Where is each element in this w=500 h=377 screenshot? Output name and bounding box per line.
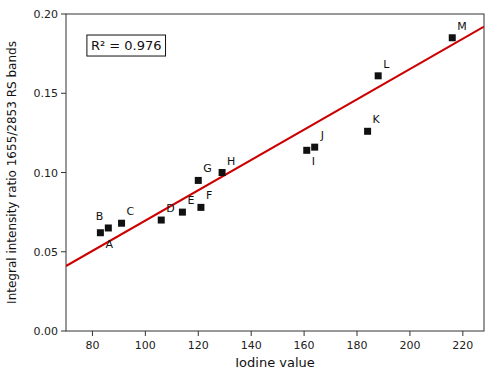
y-tick-label: 0.10 bbox=[34, 167, 59, 180]
point-label: M bbox=[457, 20, 467, 33]
point bbox=[118, 220, 125, 227]
x-tick-label: 220 bbox=[452, 339, 473, 352]
plot-frame bbox=[66, 14, 484, 331]
point bbox=[303, 147, 310, 154]
y-tick bbox=[61, 93, 66, 94]
point-label: I bbox=[312, 155, 315, 168]
point bbox=[449, 34, 456, 41]
point bbox=[197, 204, 204, 211]
chart: 80 100 120 140 160 180 200 220 0.00 0.05 0.10 0.15 0… bbox=[0, 0, 500, 377]
y-tick bbox=[61, 251, 66, 252]
point-label: H bbox=[227, 155, 235, 168]
point-label: J bbox=[320, 129, 324, 142]
point bbox=[375, 72, 382, 79]
point-label: A bbox=[105, 238, 113, 251]
point-label: F bbox=[206, 189, 212, 202]
x-tick bbox=[145, 331, 146, 336]
point bbox=[364, 128, 371, 135]
x-tick-label: 80 bbox=[85, 339, 99, 352]
y-tick-label: 0.15 bbox=[34, 87, 59, 100]
annotation: R² = 0.976 bbox=[91, 38, 162, 53]
point-label: L bbox=[383, 58, 390, 71]
point-label: E bbox=[187, 194, 194, 207]
point-label: G bbox=[203, 162, 212, 175]
point-labels: A B C DEF G H IJ K L M bbox=[96, 20, 467, 251]
plot-area bbox=[66, 27, 484, 266]
annotation-group: R² = 0.976 bbox=[87, 35, 166, 56]
y-axis-label: Integral intensity ratio 1655/2853 RS ba… bbox=[5, 41, 19, 304]
x-tick-label: 140 bbox=[241, 339, 262, 352]
x-tick bbox=[357, 331, 358, 336]
y-tick-label: 0.00 bbox=[34, 325, 59, 338]
x-tick-label: 120 bbox=[188, 339, 209, 352]
point bbox=[97, 229, 104, 236]
point-label: B bbox=[96, 210, 104, 223]
y-tick bbox=[61, 172, 66, 173]
x-tick bbox=[409, 331, 410, 336]
x-tick-label: 180 bbox=[347, 339, 368, 352]
point bbox=[105, 224, 112, 231]
y-tick bbox=[61, 331, 66, 332]
x-tick bbox=[304, 331, 305, 336]
axes: 80 100 120 140 160 180 200 220 0.00 0.05 0.10 0.15 0… bbox=[34, 8, 485, 352]
regression-line bbox=[66, 27, 484, 266]
x-tick bbox=[92, 331, 93, 336]
y-tick-label: 0.20 bbox=[34, 8, 59, 21]
x-tick-label: 200 bbox=[399, 339, 420, 352]
y-tick bbox=[61, 14, 66, 15]
point-label: K bbox=[373, 113, 381, 126]
y-tick-label: 0.05 bbox=[34, 246, 59, 259]
point-label: D bbox=[166, 202, 174, 215]
point bbox=[179, 209, 186, 216]
x-axis-label: Iodine value bbox=[235, 355, 315, 370]
annotation-box bbox=[87, 35, 166, 56]
x-tick-label: 100 bbox=[135, 339, 156, 352]
point bbox=[311, 144, 318, 151]
x-tick-label: 160 bbox=[294, 339, 315, 352]
point bbox=[219, 169, 226, 176]
point bbox=[158, 217, 165, 224]
x-tick bbox=[462, 331, 463, 336]
point-label: C bbox=[127, 205, 135, 218]
x-tick bbox=[251, 331, 252, 336]
point bbox=[195, 177, 202, 184]
x-tick bbox=[198, 331, 199, 336]
